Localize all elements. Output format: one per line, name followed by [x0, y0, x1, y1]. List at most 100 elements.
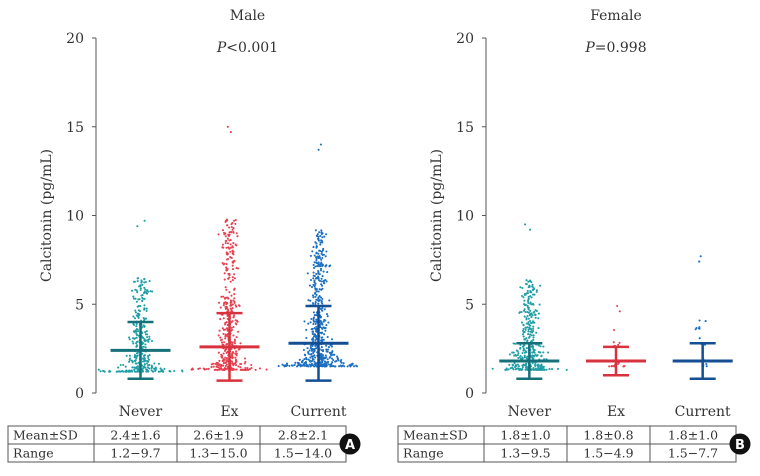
data-point: [532, 368, 535, 371]
data-point: [319, 296, 322, 299]
data-point: [526, 289, 529, 293]
data-point: [541, 365, 544, 368]
data-point: [539, 366, 542, 369]
data-point: [226, 258, 229, 261]
data-point: [317, 302, 320, 305]
data-point: [318, 273, 321, 276]
data-point: [311, 330, 314, 333]
data-point: [140, 280, 143, 283]
data-point: [321, 356, 324, 359]
data-point: [315, 298, 318, 301]
data-point: [227, 234, 230, 237]
data-point: [220, 364, 223, 367]
data-point: [312, 263, 315, 266]
data-point: [309, 364, 312, 367]
data-point: [134, 367, 137, 370]
data-point: [235, 354, 238, 357]
table-cell: 2.6±1.9: [193, 428, 243, 443]
data-point: [531, 320, 535, 323]
data-point: [320, 349, 323, 352]
data-point: [508, 353, 512, 356]
data-point: [524, 368, 527, 371]
data-point: [321, 309, 324, 312]
data-point: [229, 256, 232, 259]
data-point: [529, 322, 532, 325]
data-point: [229, 280, 232, 283]
data-point: [147, 358, 151, 361]
data-point: [136, 328, 139, 331]
data-point: [315, 272, 318, 276]
data-point: [240, 362, 243, 366]
data-point: [311, 338, 314, 341]
data-point: [694, 328, 697, 331]
data-point: [531, 283, 534, 286]
data-point: [307, 299, 310, 302]
data-point: [229, 246, 232, 249]
data-point: [320, 229, 323, 232]
data-point: [303, 358, 306, 361]
data-point: [136, 277, 139, 280]
data-point: [521, 329, 525, 332]
data-point: [318, 288, 321, 291]
data-point: [220, 356, 223, 359]
data-point: [243, 362, 246, 365]
y-tick-label: 10: [66, 209, 84, 225]
data-point: [143, 354, 147, 357]
data-point: [128, 360, 131, 363]
data-point: [308, 363, 311, 366]
data-point: [522, 296, 525, 299]
data-point: [230, 257, 233, 260]
data-point: [524, 223, 527, 226]
data-point: [316, 233, 319, 236]
data-point: [319, 331, 322, 334]
data-point: [173, 369, 176, 373]
data-point: [529, 333, 532, 336]
data-point: [618, 341, 621, 344]
data-point: [320, 277, 323, 280]
data-point: [305, 365, 309, 368]
data-point: [515, 367, 518, 370]
data-point: [229, 131, 232, 134]
data-point: [608, 365, 611, 368]
data-point: [243, 357, 247, 360]
data-point: [540, 363, 543, 366]
data-point: [318, 255, 321, 258]
data-point: [305, 356, 308, 359]
data-point: [522, 335, 525, 338]
data-point: [136, 291, 139, 294]
data-point: [202, 367, 205, 370]
data-point: [226, 224, 229, 227]
data-point: [535, 354, 538, 357]
data-point: [526, 339, 529, 342]
data-point: [525, 279, 528, 282]
data-point: [231, 246, 234, 249]
data-point: [305, 328, 308, 331]
data-point: [197, 367, 200, 370]
data-point: [143, 277, 146, 280]
y-axis-label: Calcitonin (pg/mL): [39, 149, 55, 282]
data-point: [523, 354, 526, 357]
data-point: [234, 352, 237, 355]
data-point: [321, 354, 325, 357]
data-point: [225, 321, 228, 324]
data-point: [169, 370, 172, 373]
data-point: [145, 330, 148, 333]
data-point: [333, 353, 336, 356]
data-point: [534, 316, 537, 319]
data-point: [617, 343, 620, 346]
data-point: [320, 232, 323, 236]
data-point: [124, 365, 127, 368]
data-point: [504, 368, 507, 371]
data-point: [137, 330, 140, 333]
data-point: [230, 321, 233, 324]
data-point: [223, 358, 226, 361]
data-point: [539, 351, 542, 354]
data-point: [151, 290, 154, 293]
data-point: [326, 350, 329, 353]
data-point: [133, 370, 137, 373]
data-point: [312, 296, 315, 299]
data-point: [324, 356, 327, 360]
data-point: [134, 297, 137, 300]
data-point: [229, 239, 232, 242]
data-point: [225, 367, 228, 370]
